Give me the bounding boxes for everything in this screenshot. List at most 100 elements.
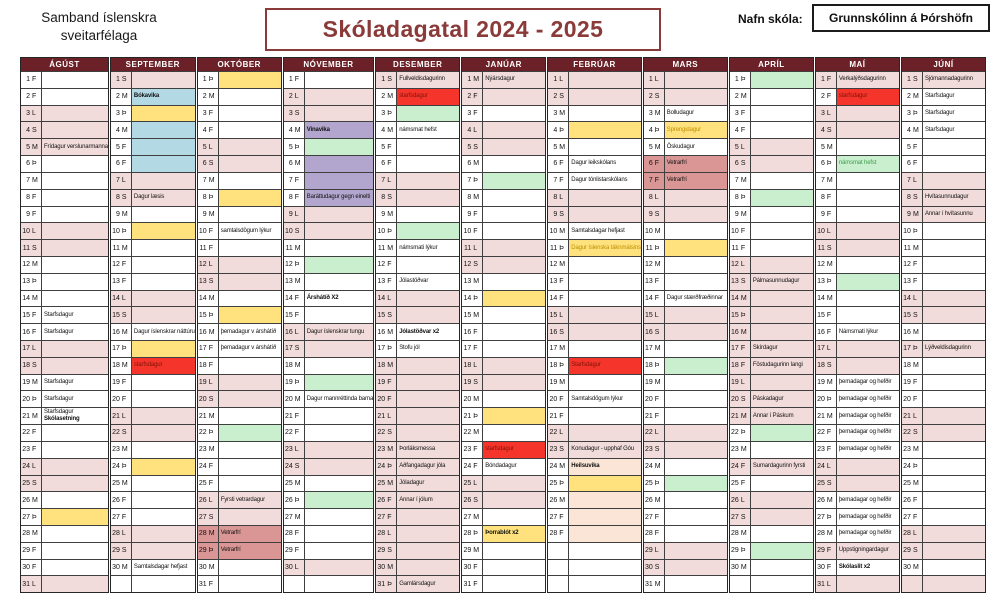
day-number: 14: [549, 294, 558, 302]
month-header: NÓVEMBER: [283, 58, 374, 71]
day-number-cell: 23 F: [21, 441, 42, 458]
day-number: 10: [644, 227, 653, 235]
day-row: 17 L: [815, 340, 899, 357]
weekday-letter: S: [32, 479, 37, 487]
day-number: 27: [644, 513, 653, 521]
school-name-field[interactable]: Grunnskólinn á Þórshöfn: [812, 4, 990, 32]
day-event-cell: Föstudagurinn langi: [750, 357, 813, 374]
day-event-cell: [397, 509, 460, 525]
day-row: 22 L: [643, 424, 727, 441]
day-event-cell: [750, 189, 813, 206]
day-row: 20 M Dagur mannréttinda barna: [283, 390, 374, 408]
day-number: 4: [648, 126, 653, 134]
day-row: 30 M: [197, 558, 281, 576]
day-event-cell: [218, 408, 281, 425]
day-number: 15: [903, 311, 911, 319]
day-row: 7 F Dagur tónlistarskólans: [548, 171, 641, 189]
day-number-cell: 15 L: [548, 307, 570, 324]
day-number: 23: [284, 446, 293, 454]
day-number: 2: [202, 93, 207, 101]
day-row: 15 M: [462, 306, 546, 324]
day-row: 16 M: [901, 323, 985, 340]
day-event-cell: [304, 256, 374, 273]
day-row: 17 Þ: [110, 340, 195, 357]
day-event-cell: [922, 324, 985, 340]
weekday-letter: F: [740, 227, 746, 235]
day-number: 23: [377, 446, 386, 454]
day-row: 14 Þ: [462, 289, 546, 307]
day-row: 10 F: [729, 222, 813, 240]
weekday-letter: F: [912, 160, 918, 168]
weekday-letter: F: [294, 194, 300, 202]
weekday-letter: M: [294, 244, 301, 252]
day-row: 27 S: [729, 508, 813, 525]
day-number-cell: 29 F: [283, 542, 305, 559]
day-event-cell: [131, 307, 195, 324]
day-number: 9: [907, 210, 911, 218]
day-number: 19: [817, 379, 825, 387]
weekday-letter: M: [826, 177, 833, 185]
day-event-cell: [397, 525, 460, 542]
weekday-letter: F: [826, 429, 832, 437]
day-number: 10: [22, 227, 30, 235]
day-number: 15: [463, 311, 472, 319]
day-row: 30 M: [729, 558, 813, 576]
event-text: Jóladagur: [399, 479, 425, 486]
day-row: 28 F: [643, 524, 727, 542]
weekday-letter: L: [826, 463, 831, 471]
weekday-letter: L: [654, 194, 659, 202]
day-event-cell: [42, 240, 108, 256]
day-event-cell: [750, 475, 813, 492]
day-number-cell: 19 F: [110, 374, 132, 391]
day-number-cell: 19 M: [815, 374, 837, 391]
day-number-cell: 25 M: [283, 475, 305, 492]
day-event-cell: [304, 105, 374, 122]
weekday-letter: S: [473, 496, 478, 504]
day-number: 11: [199, 244, 207, 252]
day-number-cell: 27 Þ: [21, 509, 42, 525]
day-number-cell: 17 Þ: [901, 341, 923, 357]
weekday-letter: S: [826, 126, 832, 134]
weekday-letter: Þ: [473, 530, 478, 538]
day-number-cell: 24 F: [729, 458, 751, 475]
event-text: Lýðveldisdagurinn: [924, 345, 971, 352]
day-event-cell: [664, 458, 727, 475]
day-row: 19 Þ: [283, 373, 374, 391]
day-number-cell: 27 M: [283, 509, 305, 525]
day-row: 22 Þ: [197, 424, 281, 441]
day-row: [901, 575, 985, 593]
day-number-cell: 19 Þ: [283, 374, 305, 391]
day-event-cell: Starfsdagur Skólasetning: [42, 408, 108, 425]
day-event-cell: Jólastöðvar x2: [397, 324, 460, 340]
day-number: 9: [116, 210, 120, 218]
day-number: 11: [285, 244, 293, 252]
weekday-letter: Þ: [294, 496, 300, 504]
day-number-cell: 16 M: [110, 324, 132, 340]
day-event-cell: [131, 273, 195, 290]
event-text: Bókavika: [133, 93, 160, 100]
day-row: 10 L: [815, 222, 899, 240]
day-number: 26: [22, 496, 30, 504]
day-number-cell: 20 F: [643, 391, 665, 408]
day-number: 3: [202, 110, 207, 118]
day-event-cell: þemadagar og hefðir: [836, 391, 899, 408]
day-number: 1: [26, 76, 30, 84]
day-number-cell: 19 L: [729, 374, 751, 391]
day-number-cell: 15 S: [110, 307, 132, 324]
day-row: 26 M: [548, 491, 641, 509]
day-row: 11 Þ Dagur íslenska táknmálsins: [548, 239, 641, 256]
day-number: 22: [284, 429, 293, 437]
weekday-letter: M: [294, 479, 301, 487]
day-number: 22: [112, 429, 120, 437]
weekday-letter: M: [294, 126, 301, 134]
